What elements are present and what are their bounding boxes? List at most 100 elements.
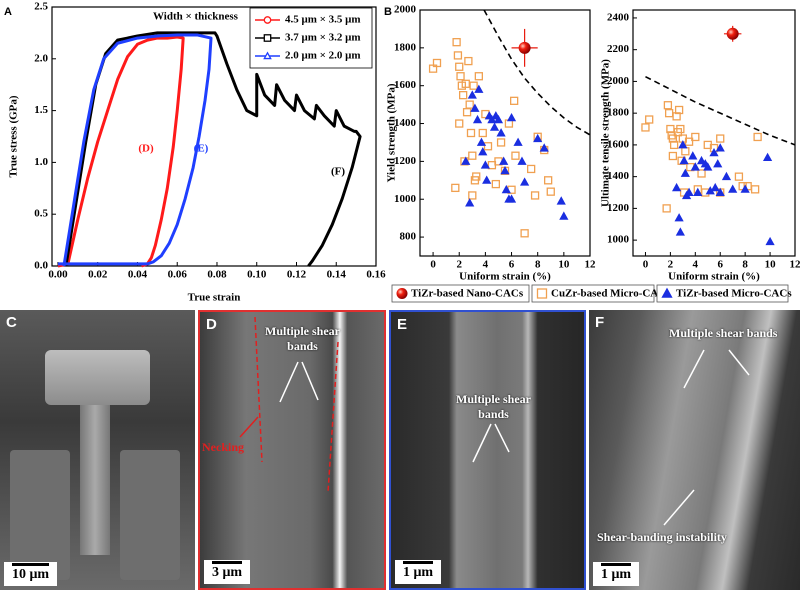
plot-frame bbox=[419, 9, 591, 257]
y-tick-label: 0.0 bbox=[34, 260, 48, 272]
marker bbox=[489, 122, 500, 131]
marker bbox=[556, 196, 566, 205]
micrograph-c: C 10 μm bbox=[0, 310, 195, 590]
scale-bar: 3 μm bbox=[204, 560, 251, 584]
pillar-gauge bbox=[80, 405, 110, 555]
x-tick-label: 6 bbox=[509, 259, 515, 271]
arrow bbox=[239, 416, 259, 438]
x-tick-label: 0.08 bbox=[207, 269, 227, 281]
marker bbox=[517, 156, 527, 165]
arrow bbox=[683, 349, 705, 389]
x-tick-label: 10 bbox=[558, 259, 570, 271]
y-tick-label: 1800 bbox=[394, 41, 417, 53]
legend-marker bbox=[396, 288, 408, 299]
bound-line bbox=[645, 75, 796, 146]
marker bbox=[762, 152, 773, 162]
annotation: (F) bbox=[331, 166, 345, 178]
marker bbox=[472, 114, 483, 124]
grip-right bbox=[120, 450, 180, 580]
micrograph-d: D Multiple shear bands Necking 3 μm bbox=[198, 310, 386, 590]
y-tick-label: 0.5 bbox=[34, 208, 48, 220]
marker bbox=[546, 187, 555, 196]
marker bbox=[510, 96, 519, 105]
marker bbox=[728, 184, 738, 193]
annotation: Multiple shear bands bbox=[456, 392, 531, 421]
marker bbox=[496, 128, 506, 137]
y-tick-label: 2.5 bbox=[34, 1, 48, 13]
marker bbox=[544, 176, 553, 185]
legend-box bbox=[656, 284, 789, 303]
marker bbox=[501, 184, 511, 194]
marker bbox=[765, 236, 775, 246]
legend-marker bbox=[661, 287, 673, 298]
legend-label: 3.7 μm × 3.2 μm bbox=[285, 32, 361, 44]
marker bbox=[539, 143, 549, 152]
arrow bbox=[494, 423, 510, 453]
y-tick-label: 1200 bbox=[607, 202, 630, 214]
marker bbox=[713, 159, 723, 168]
marker bbox=[520, 229, 529, 238]
marker bbox=[681, 147, 690, 156]
x-tick-label: 12 bbox=[585, 259, 597, 271]
plot-frame bbox=[632, 9, 796, 257]
y-tick-label: 2000 bbox=[394, 4, 417, 16]
y-tick-label: 1400 bbox=[394, 117, 417, 129]
x-tick-label: 0.02 bbox=[88, 269, 108, 281]
annotation: Multiple shear bands bbox=[265, 324, 340, 353]
marker bbox=[753, 132, 762, 142]
scale-bar: 1 μm bbox=[593, 562, 640, 586]
marker bbox=[715, 143, 725, 152]
marker bbox=[668, 151, 678, 161]
marker bbox=[461, 79, 470, 88]
marker bbox=[688, 151, 698, 160]
marker bbox=[710, 182, 720, 192]
legend-box bbox=[391, 284, 530, 303]
marker bbox=[716, 134, 725, 143]
y-tick-label: 1.5 bbox=[34, 104, 48, 116]
y-tick-label: 1200 bbox=[394, 155, 417, 167]
y-tick-label: 1400 bbox=[607, 170, 630, 182]
marker bbox=[468, 191, 477, 200]
y-axis-label: Ultimate tensile strength (MPa) bbox=[600, 59, 612, 207]
x-tick-label: 12 bbox=[790, 259, 800, 271]
marker bbox=[432, 58, 442, 68]
marker bbox=[679, 155, 689, 165]
panel-label: C bbox=[6, 314, 17, 331]
marker bbox=[465, 198, 475, 207]
marker bbox=[678, 140, 688, 149]
x-tick-label: 0.14 bbox=[327, 269, 347, 281]
marker bbox=[520, 177, 530, 186]
x-tick-label: 8 bbox=[742, 259, 748, 271]
marker bbox=[474, 84, 484, 93]
marker bbox=[478, 128, 487, 138]
panel-label: F bbox=[595, 314, 605, 331]
marker bbox=[559, 211, 569, 220]
marker bbox=[453, 51, 463, 60]
marker bbox=[455, 62, 464, 71]
marker bbox=[465, 100, 474, 109]
y-tick-label: 2400 bbox=[607, 11, 630, 23]
x-axis-label: True strain bbox=[188, 292, 241, 304]
y-tick-label: 800 bbox=[400, 231, 417, 243]
y-axis-label: True stress (GPa) bbox=[8, 95, 20, 177]
y-tick-label: 1000 bbox=[607, 234, 630, 246]
marker bbox=[493, 114, 504, 124]
annotation: (E) bbox=[194, 143, 209, 155]
marker bbox=[483, 142, 493, 151]
y-axis-label: Yield strength (MPa) bbox=[386, 83, 398, 182]
plot-frame bbox=[51, 6, 377, 267]
marker bbox=[709, 148, 719, 157]
neck-line bbox=[327, 341, 339, 493]
arrow bbox=[472, 423, 492, 463]
marker bbox=[506, 194, 517, 203]
arrows bbox=[239, 316, 339, 493]
marker bbox=[672, 182, 682, 192]
marker bbox=[669, 140, 679, 150]
legend-marker bbox=[263, 51, 272, 60]
legend-label: 2.0 μm × 2.0 μm bbox=[285, 50, 361, 62]
annotation: Shear-banding instability bbox=[597, 530, 727, 544]
marker bbox=[726, 27, 739, 40]
marker bbox=[469, 81, 478, 90]
marker bbox=[459, 91, 468, 100]
